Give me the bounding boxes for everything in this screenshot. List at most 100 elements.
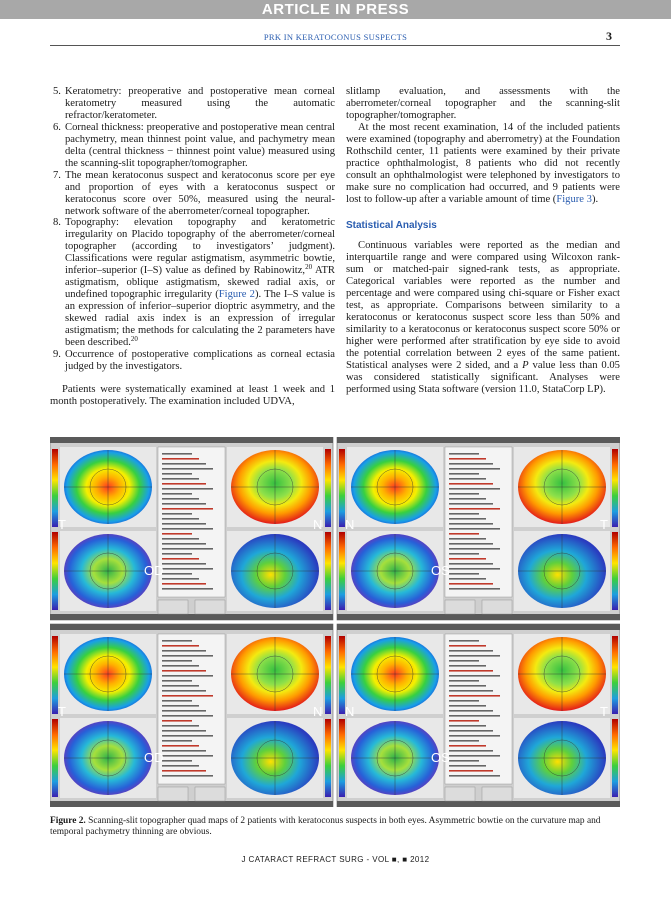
link[interactable]: Figure 2 (218, 289, 255, 301)
zone-ring (543, 468, 581, 506)
text-run: 20 (130, 335, 138, 344)
info-line (162, 730, 206, 732)
color-scale (612, 532, 618, 610)
info-line (162, 660, 192, 662)
info-line (162, 478, 199, 480)
color-scale (325, 636, 331, 714)
bottom-bar (337, 801, 620, 807)
color-scale (52, 449, 58, 527)
info-line (449, 700, 479, 702)
zone-ring (256, 655, 294, 693)
list-item: 8. Topography: elevation topography and k… (50, 217, 335, 348)
info-line (162, 563, 206, 565)
info-line (449, 578, 486, 580)
item-number: 8. (53, 217, 61, 229)
page-number: 3 (606, 29, 612, 43)
info-line (449, 453, 479, 455)
info-line (449, 685, 486, 687)
info-line (162, 568, 213, 570)
text-run: Topography: elevation topography and ker… (65, 217, 335, 277)
info-line (162, 583, 206, 585)
info-line (449, 775, 500, 777)
info-line (449, 750, 493, 752)
info-box (444, 786, 476, 802)
info-box (157, 786, 189, 802)
info-line (449, 770, 493, 772)
info-panel (157, 633, 226, 785)
zone-ring (543, 655, 581, 693)
zone-ring (543, 552, 581, 590)
info-line (449, 553, 479, 555)
info-line (162, 503, 206, 505)
text-run: Patients were systematically examined at… (50, 383, 335, 407)
section-heading: Statistical Analysis (346, 219, 437, 231)
info-line (449, 715, 500, 717)
left-column: 5. Keratometry: preoperative and postoper… (50, 86, 335, 408)
zone-ring (376, 739, 414, 777)
info-line (162, 493, 192, 495)
quad-map: T N OD (50, 437, 334, 621)
text-run: At the most recent examination, 14 of th… (346, 121, 620, 205)
info-line (162, 483, 206, 485)
info-line (449, 508, 500, 510)
info-box (194, 786, 226, 802)
quad-map: N T OS (336, 623, 620, 807)
figure-caption: Figure 2. Scanning-slit topographer quad… (50, 816, 620, 838)
paragraph: slitlamp evaluation, and assessments wit… (346, 86, 620, 122)
info-line (449, 488, 500, 490)
color-scale (612, 636, 618, 714)
info-line (449, 705, 486, 707)
zone-ring (256, 468, 294, 506)
info-line (449, 533, 479, 535)
banner: ARTICLE IN PRESS (0, 0, 671, 19)
info-line (162, 573, 192, 575)
color-scale (325, 719, 331, 797)
info-line (162, 710, 206, 712)
top-bar (50, 624, 333, 630)
side-label: T (58, 704, 66, 719)
top-bar (337, 437, 620, 443)
zone-ring (89, 739, 127, 777)
quad-map: N T OS (336, 437, 620, 621)
eye-label: OS (431, 563, 450, 578)
info-line (162, 548, 213, 550)
info-box (481, 599, 513, 615)
info-line (449, 660, 479, 662)
text-run: The mean keratoconus suspect and keratoc… (65, 169, 335, 217)
info-line (449, 558, 486, 560)
info-line (162, 755, 213, 757)
paragraph: Continuous variables were reported as th… (346, 240, 620, 395)
link[interactable]: Figure 3 (556, 193, 592, 205)
info-line (162, 750, 206, 752)
info-line (162, 558, 199, 560)
color-scale (612, 719, 618, 797)
footer: J CATARACT REFRACT SURG - VOL ■, ■ 2012 (241, 855, 430, 864)
bottom-bar (337, 614, 620, 620)
info-line (449, 538, 486, 540)
info-panel (444, 446, 513, 598)
info-line (449, 650, 493, 652)
info-line (162, 553, 192, 555)
info-line (162, 458, 199, 460)
list: 5. Keratometry: preoperative and postoper… (50, 86, 335, 373)
info-line (449, 690, 493, 692)
color-scale (339, 636, 345, 714)
side-label: N (313, 517, 322, 532)
running-title: PRK IN KERATOCONUS SUSPECTS (263, 32, 408, 42)
info-line (162, 645, 199, 647)
zone-ring (256, 739, 294, 777)
info-line (449, 493, 479, 495)
info-line (449, 458, 486, 460)
text-run: Occurrence of postoperative complication… (65, 348, 335, 372)
eye-label: OD (144, 750, 164, 765)
info-line (449, 568, 500, 570)
info-panel (444, 633, 513, 785)
info-line (449, 548, 500, 550)
info-line (449, 483, 493, 485)
color-scale (339, 532, 345, 610)
info-line (162, 770, 206, 772)
info-line (162, 715, 213, 717)
text-run: Corneal thickness: preoperative and post… (65, 121, 335, 169)
text-run: P (522, 360, 529, 372)
